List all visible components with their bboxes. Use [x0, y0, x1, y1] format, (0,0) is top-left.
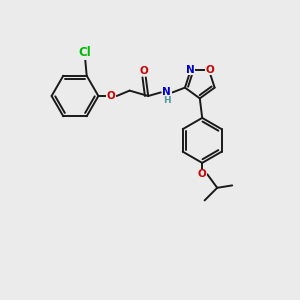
Text: O: O	[106, 91, 116, 101]
Text: Cl: Cl	[79, 46, 92, 59]
Text: O: O	[205, 64, 214, 75]
Text: O: O	[198, 169, 207, 179]
Text: H: H	[163, 96, 171, 105]
Text: N: N	[162, 87, 171, 98]
Text: N: N	[186, 64, 194, 75]
Text: O: O	[140, 66, 149, 76]
